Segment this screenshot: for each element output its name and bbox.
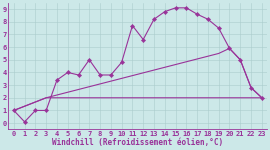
X-axis label: Windchill (Refroidissement éolien,°C): Windchill (Refroidissement éolien,°C) [52,138,223,147]
